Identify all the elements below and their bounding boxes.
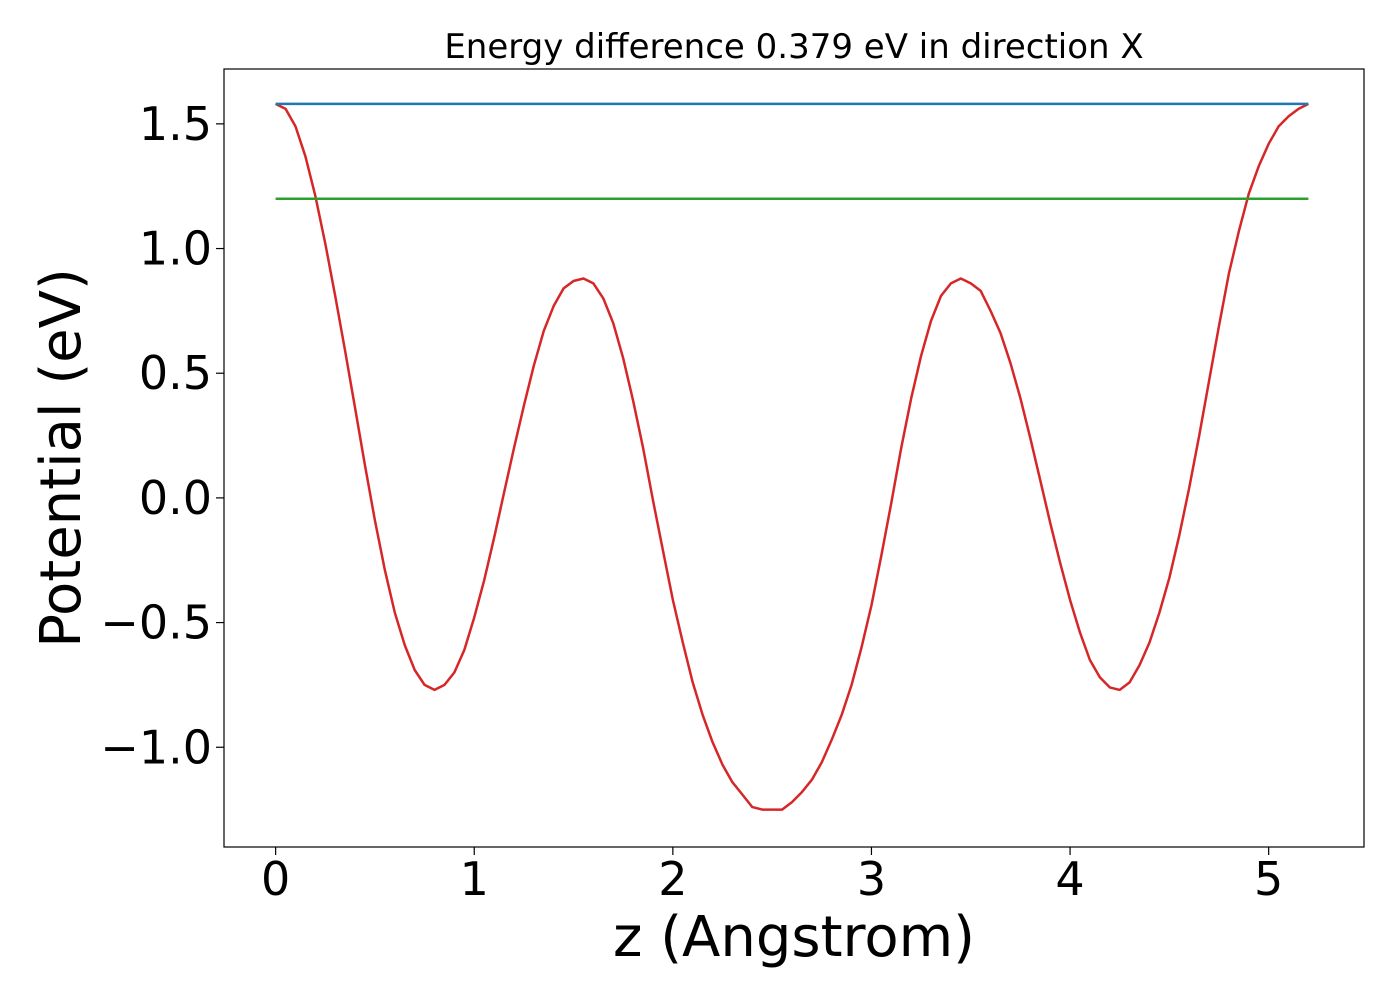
x-axis-ticks: 0 1 2 3 4 5	[261, 847, 1283, 906]
series-line-0	[275, 102, 1309, 811]
y-tick-label: 1.0	[139, 222, 212, 276]
x-tick-label: 4	[1055, 852, 1084, 906]
y-axis-ticks: −1.0 −0.5 0.0 0.5 1.0 1.5	[100, 97, 224, 774]
y-tick-label: 0.5	[139, 346, 212, 400]
chart-title: Energy difference 0.379 eV in direction …	[444, 27, 1143, 67]
x-tick-label: 2	[658, 852, 687, 906]
y-tick-label: −1.0	[100, 720, 212, 774]
x-tick-label: 5	[1254, 852, 1283, 906]
y-tick-label: 1.5	[139, 97, 212, 151]
y-axis-label: Potential (eV)	[29, 268, 94, 648]
x-tick-label: 3	[857, 852, 886, 906]
x-tick-label: 1	[460, 852, 489, 906]
axes-frame	[223, 68, 1365, 848]
x-tick-label: 0	[261, 852, 290, 906]
plot-area	[275, 102, 1309, 811]
y-tick-label: 0.0	[139, 471, 212, 525]
x-axis-label: z (Angstrom)	[613, 905, 975, 970]
y-tick-label: −0.5	[100, 596, 212, 650]
